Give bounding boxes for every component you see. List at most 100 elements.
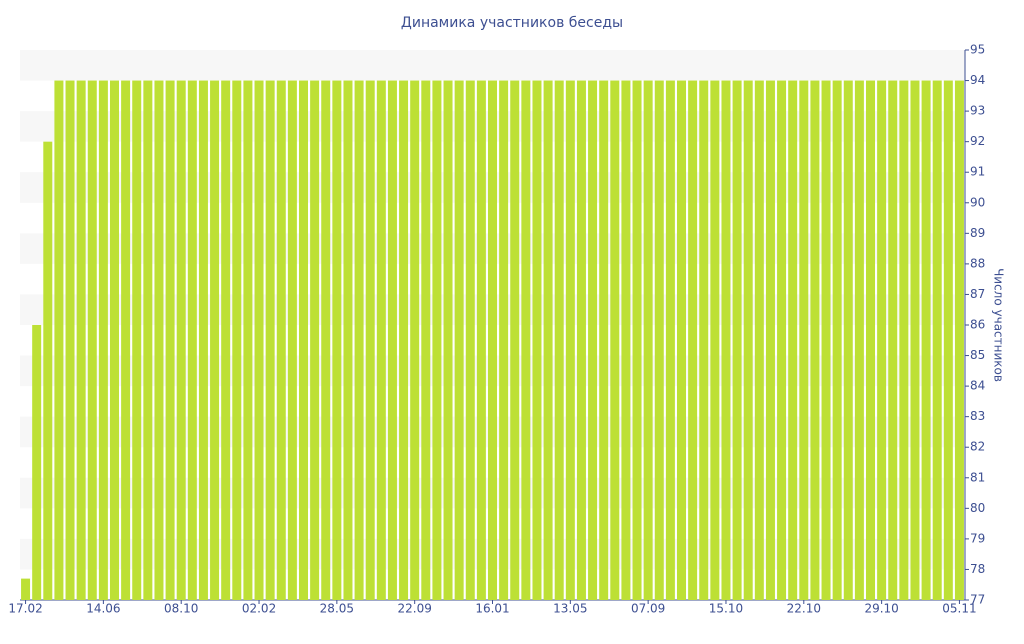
bar	[454, 80, 464, 601]
bar	[321, 80, 331, 601]
bar	[510, 80, 520, 601]
y-tick-label: 94	[970, 73, 985, 87]
bar	[721, 80, 731, 601]
x-tick-label: 07.09	[631, 602, 665, 616]
x-tick-label: 16.01	[475, 602, 509, 616]
y-tick-label: 87	[970, 287, 985, 301]
bar	[232, 80, 242, 601]
x-tick-label: 05.11	[942, 602, 976, 616]
y-tick-label: 77	[970, 593, 985, 607]
y-axis-title: Число участников	[992, 268, 1006, 382]
bar	[287, 80, 297, 601]
bar	[677, 80, 686, 601]
bar	[210, 80, 220, 601]
bar	[854, 80, 864, 601]
x-tick-label: 08.10	[164, 602, 198, 616]
bar	[332, 80, 342, 601]
bar	[910, 80, 920, 601]
bar	[376, 80, 386, 601]
bar	[410, 80, 420, 601]
bar	[588, 80, 598, 601]
y-tick-label: 84	[970, 379, 985, 393]
bar	[765, 80, 775, 601]
bar	[621, 80, 631, 601]
bar	[143, 80, 153, 601]
bar	[310, 80, 320, 601]
x-tick-label: 29.10	[864, 602, 898, 616]
bar	[810, 80, 820, 601]
bar	[32, 325, 42, 600]
bar	[532, 80, 542, 601]
y-tick-label: 81	[970, 470, 985, 484]
y-tick-label: 82	[970, 440, 985, 454]
bar	[754, 80, 764, 601]
y-tick-label: 90	[970, 195, 985, 209]
bar	[743, 80, 753, 601]
bar	[554, 80, 564, 601]
bar	[932, 80, 942, 601]
bar	[488, 80, 497, 601]
bar	[443, 80, 453, 601]
x-tick-label: 15.10	[709, 602, 743, 616]
y-tick-label: 80	[970, 501, 985, 515]
bar	[632, 80, 642, 601]
bar	[387, 80, 397, 601]
x-tick-label: 13.05	[553, 602, 587, 616]
y-tick-label: 78	[970, 562, 985, 576]
bar	[187, 80, 197, 601]
bar	[343, 80, 353, 601]
bar	[399, 80, 409, 601]
bar	[465, 80, 475, 601]
bar	[154, 80, 164, 601]
bar	[799, 80, 809, 601]
bar	[643, 80, 653, 601]
bar	[221, 80, 231, 601]
bar	[732, 80, 742, 601]
bar	[176, 80, 186, 601]
bar	[899, 80, 909, 601]
y-tick-label: 86	[970, 318, 985, 332]
bar	[110, 80, 119, 601]
bar	[365, 80, 375, 601]
y-tick-label: 83	[970, 409, 985, 423]
bar	[254, 80, 264, 601]
y-tick-label: 79	[970, 531, 985, 545]
bar	[299, 80, 308, 601]
bar	[576, 80, 586, 601]
bar	[943, 80, 953, 601]
x-tick-label: 14.06	[86, 602, 120, 616]
bar	[832, 80, 842, 601]
bar	[699, 80, 709, 601]
bar	[87, 80, 97, 601]
y-tick-label: 95	[970, 43, 985, 57]
y-tick-label: 85	[970, 348, 985, 362]
bar	[121, 80, 131, 601]
bar	[243, 80, 253, 601]
bar	[76, 80, 86, 601]
x-tick-label: 28.05	[320, 602, 354, 616]
bar	[276, 80, 286, 601]
y-tick-label: 89	[970, 226, 985, 240]
bar	[843, 80, 853, 601]
bar	[565, 80, 575, 601]
y-tick-label: 92	[970, 134, 985, 148]
bar	[788, 80, 798, 601]
bar	[954, 80, 964, 601]
bar	[432, 80, 442, 601]
bar	[21, 578, 31, 600]
bar	[98, 80, 108, 601]
bar	[521, 80, 531, 601]
bar	[921, 80, 931, 601]
bar	[866, 80, 875, 601]
bar	[777, 80, 787, 601]
bar	[665, 80, 675, 601]
bar	[65, 80, 75, 601]
bar	[54, 80, 64, 601]
bar	[688, 80, 698, 601]
bar	[710, 80, 720, 601]
y-tick-label: 88	[970, 256, 985, 270]
x-tick-label: 22.09	[397, 602, 431, 616]
bar	[165, 80, 175, 601]
bar	[354, 80, 364, 601]
